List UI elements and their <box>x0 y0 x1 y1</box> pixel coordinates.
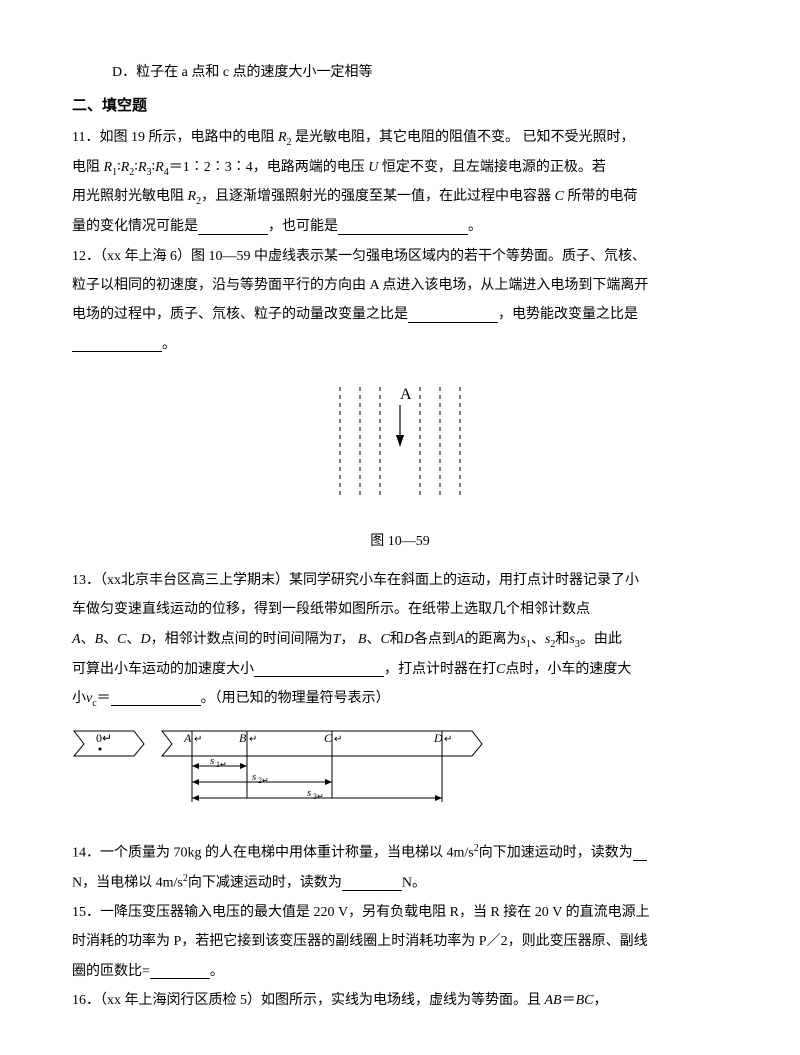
svg-text:1↵: 1↵ <box>216 760 227 769</box>
q11-t2: 是光敏电阻，其它电阻的阻值不变。 已知不受光照时， <box>292 130 635 145</box>
svg-text:B: B <box>239 731 247 745</box>
q11-t4: ，电路两端的电压 <box>253 160 369 175</box>
svg-text:3↵: 3↵ <box>313 792 324 801</box>
q11-t5: 恒定不变，且左端接电源的正极。若 <box>378 160 606 175</box>
q11-t9: 量的变化情况可能是 <box>72 219 198 234</box>
svg-text:D: D <box>433 731 443 745</box>
q12-l3b: ，电势能改变量之比是 <box>498 307 638 322</box>
q11-t7: ，且逐渐增强照射光的强度至某一值，在此过程中电容器 <box>201 189 555 204</box>
q11-t8: 所带的电荷 <box>564 189 638 204</box>
q11-blank-2[interactable] <box>338 220 468 235</box>
tape-diagram-icon: 0↵ A↵ B↵ C↵ D↵ s1↵ s2↵ s3↵ <box>72 726 492 826</box>
svg-text:s: s <box>252 771 256 783</box>
q12-l2: 粒子以相同的初速度，沿与等势面平行的方向由 A 点进入该电场，从上端进入电场到下… <box>72 278 648 293</box>
question-11: 11．如图 19 所示，电路中的电阻 R2 是光敏电阻，其它电阻的阻值不变。 已… <box>72 123 728 242</box>
question-12: 12．（xx 年上海 6）图 10—59 中虚线表示某一匀强电场区域内的若干个等… <box>72 242 728 360</box>
svg-text:s: s <box>307 787 311 799</box>
svg-text:A: A <box>183 731 192 745</box>
q12-l1: 12．（xx 年上海 6）图 10—59 中虚线表示某一匀强电场区域内的若干个等… <box>72 249 646 264</box>
svg-text:↵: ↵ <box>249 734 257 745</box>
q13-l2: 车做匀变速直线运动的位移，得到一段纸带如图所示。在纸带上选取几个相邻计数点 <box>72 602 590 617</box>
q12-blank-2[interactable] <box>72 337 162 352</box>
q14-blank-1[interactable] <box>633 846 647 861</box>
svg-text:s: s <box>210 755 214 767</box>
figure-10-59-caption: 图 10—59 <box>72 527 728 556</box>
q13-blank-1[interactable] <box>254 662 384 677</box>
question-16: 16．（xx 年上海闵行区质检 5）如图所示，实线为电场线，虚线为等势面。且 A… <box>72 986 728 1015</box>
q12-l3a: 电场的过程中，质子、氘核、粒子的动量改变量之比是 <box>72 307 408 322</box>
q15-blank-1[interactable] <box>150 964 210 979</box>
option-d: D．粒子在 a 点和 c 点的速度大小一定相等 <box>112 58 728 87</box>
svg-text:C: C <box>324 731 333 745</box>
q12-blank-1[interactable] <box>408 308 498 323</box>
q11-blank-1[interactable] <box>198 220 268 235</box>
question-15: 15．一降压变压器输入电压的最大值是 220 V，另有负载电阻 R，当 R 接在… <box>72 898 728 986</box>
fig-label-a: A <box>400 386 412 403</box>
q14-blank-2[interactable] <box>342 876 402 891</box>
svg-text:2↵: 2↵ <box>258 776 269 785</box>
q11-t11: 。 <box>468 219 482 234</box>
svg-text:↵: ↵ <box>444 734 452 745</box>
q11-t10: ，也可能是 <box>268 219 338 234</box>
equipotential-field-icon: A <box>315 377 485 507</box>
q12-l4: 。 <box>162 337 176 352</box>
q11-ratio: ＝1∶2∶3∶4 <box>169 160 253 175</box>
q11-t6: 用光照射光敏电阻 <box>72 189 188 204</box>
q11-t3: 电阻 <box>72 160 104 175</box>
q11-t1: 11．如图 19 所示，电路中的电阻 <box>72 130 278 145</box>
figure-tape: 0↵ A↵ B↵ C↵ D↵ s1↵ s2↵ s3↵ <box>72 726 728 826</box>
section-2-header: 二、填空题 <box>72 91 728 123</box>
figure-10-59: A 图 10—59 <box>72 377 728 556</box>
q13-blank-2[interactable] <box>111 691 201 706</box>
svg-text:0↵: 0↵ <box>96 731 112 745</box>
question-14: 14．一个质量为 70kg 的人在电梯中用体重计称量，当电梯以 4m/s2向下加… <box>72 838 728 898</box>
svg-text:↵: ↵ <box>194 734 202 745</box>
svg-text:↵: ↵ <box>334 734 342 745</box>
question-13: 13．（xx北京丰台区高三上学期末）某同学研究小车在斜面上的运动，用打点计时器记… <box>72 566 728 714</box>
q13-l1: 13．（xx北京丰台区高三上学期末）某同学研究小车在斜面上的运动，用打点计时器记… <box>72 573 639 588</box>
